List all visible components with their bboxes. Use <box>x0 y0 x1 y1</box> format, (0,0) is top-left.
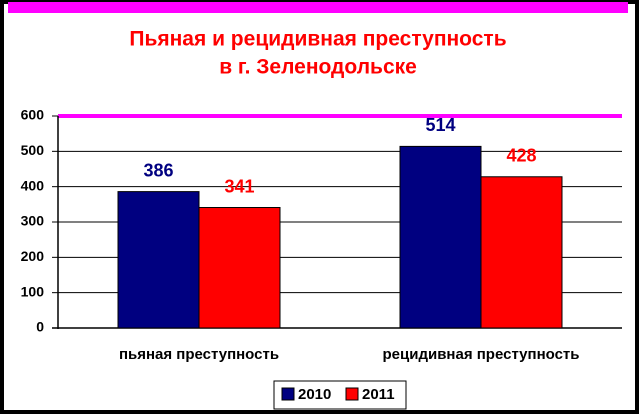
y-tick-label: 400 <box>21 177 45 193</box>
data-label: 428 <box>506 146 536 166</box>
bar <box>198 207 281 329</box>
x-tick-label: рецидивная преступность <box>383 346 580 363</box>
y-tick-label: 0 <box>36 319 44 335</box>
x-tick-label: пьяная преступность <box>119 346 279 363</box>
y-tick-label: 100 <box>21 283 45 299</box>
chart-title: в г. Зеленодольске <box>219 56 417 79</box>
chart-title: Пьяная и рецидивная преступность <box>129 28 506 51</box>
data-label: 341 <box>224 176 254 196</box>
legend-label: 2011 <box>362 386 395 403</box>
legend <box>273 380 407 410</box>
y-tick-label: 600 <box>21 107 45 123</box>
top-stripe <box>8 2 628 13</box>
y-tick-label: 200 <box>21 248 45 264</box>
legend-label: 2010 <box>298 386 331 403</box>
bar <box>480 176 563 329</box>
y-tick-label: 300 <box>21 213 45 229</box>
bar <box>117 191 200 329</box>
legend-swatch <box>281 387 295 401</box>
legend-swatch <box>345 387 359 401</box>
data-label: 514 <box>425 115 455 135</box>
data-label: 386 <box>143 160 173 180</box>
bar <box>399 145 482 329</box>
y-tick-label: 500 <box>21 142 45 158</box>
